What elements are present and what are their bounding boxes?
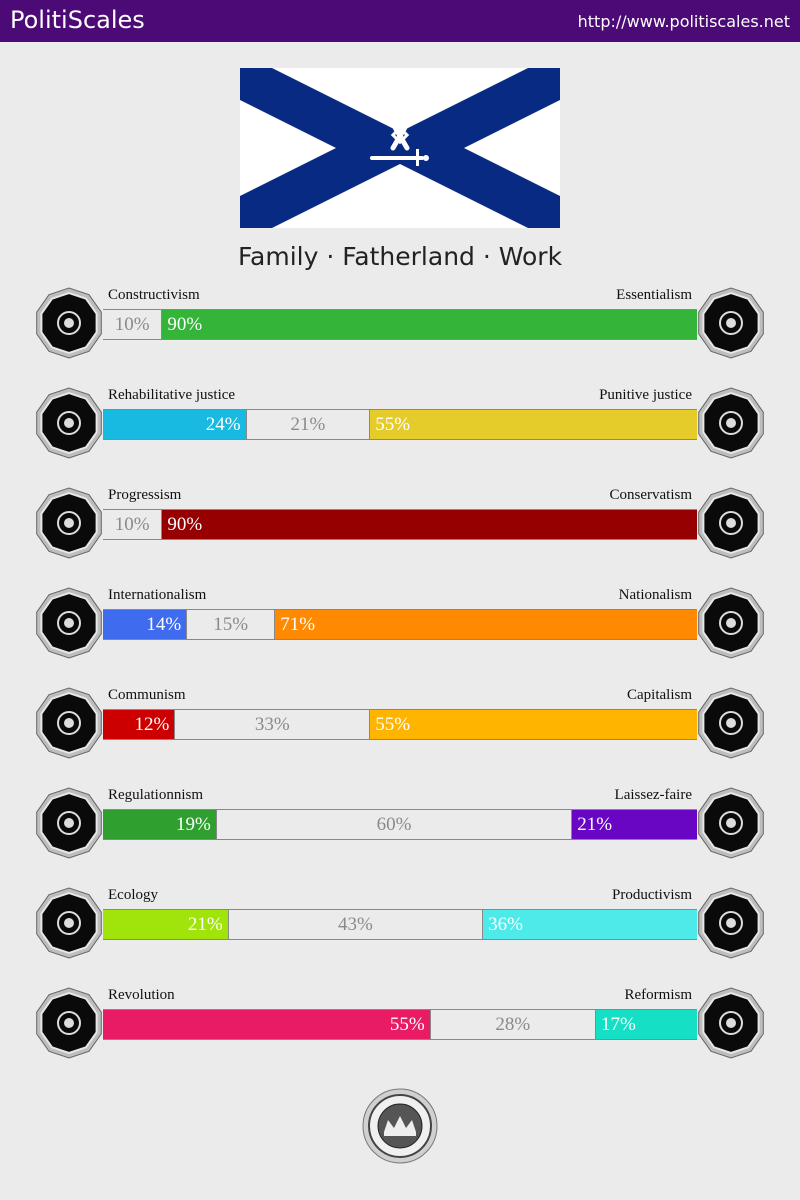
axis-bar: 12% 33% 55%	[103, 709, 697, 740]
gear-icon	[696, 887, 766, 959]
axis-left-label: Communism	[108, 687, 186, 703]
axis-row: Rehabilitative justice Punitive justice 24…	[0, 387, 800, 467]
axis-left-label: Revolution	[108, 987, 175, 1003]
bar-segment-center: 10%	[103, 310, 163, 339]
bar-segment-right: 90%	[162, 510, 697, 539]
axis-row: Constructivism Essentialism 10% 90%	[0, 287, 800, 367]
politiscales-seal-icon	[362, 1088, 438, 1164]
axis-row: Regulationnism Laissez-faire 19% 60% 21%	[0, 787, 800, 867]
hammer-sickle-icon	[34, 687, 104, 759]
bar-segment-right: 17%	[596, 1010, 697, 1039]
bar-segment-left: 24%	[103, 410, 246, 439]
festive-boat-icon	[696, 987, 766, 1059]
site-url[interactable]: http://www.politiscales.net	[577, 12, 790, 31]
axis-left-label: Rehabilitative justice	[108, 387, 236, 403]
axis-right-label: Nationalism	[618, 587, 692, 603]
bar-segment-center: 15%	[186, 610, 276, 639]
axis-row: Progressism Conservatism 10% 90%	[0, 487, 800, 567]
rocket-icon	[34, 487, 104, 559]
saltire-flag-icon	[240, 68, 560, 228]
axis-row: Communism Capitalism 12% 33% 55%	[0, 687, 800, 767]
axis-row: Internationalism Nationalism 14% 15% 71%	[0, 587, 800, 667]
bar-segment-right: 71%	[275, 610, 697, 639]
motto: Family · Fatherland · Work	[237, 242, 563, 271]
axis-row: Ecology Productivism 21% 43% 36%	[0, 887, 800, 967]
prison-bars-icon	[696, 387, 766, 459]
bar-segment-center: 10%	[103, 510, 163, 539]
bar-segment-left: 19%	[103, 810, 216, 839]
axis-left-label: Internationalism	[108, 587, 207, 603]
axis-bar: 10% 90%	[103, 509, 697, 540]
axis-left-label: Ecology	[108, 887, 158, 903]
axis-bar: 19% 60% 21%	[103, 809, 697, 840]
axis-bar: 10% 90%	[103, 309, 697, 340]
axis-right-label: Capitalism	[627, 687, 692, 703]
flag-icon	[696, 587, 766, 659]
globe-laurel-icon	[34, 587, 104, 659]
eye-icon	[34, 287, 104, 359]
bar-segment-right: 90%	[162, 310, 697, 339]
axis-right-label: Reformism	[624, 987, 693, 1003]
bar-segment-left: 21%	[103, 910, 228, 939]
axis-right-label: Essentialism	[616, 287, 692, 303]
axis-left-label: Progressism	[108, 487, 182, 503]
axis-row: Revolution Reformism 55% 28% 17%	[0, 987, 800, 1067]
bar-segment-right: 55%	[370, 410, 697, 439]
bar-segment-left: 12%	[103, 710, 175, 739]
axis-bar: 24% 21% 55%	[103, 409, 697, 440]
bar-segment-right: 36%	[483, 910, 697, 939]
axis-right-label: Punitive justice	[599, 387, 692, 403]
axis-right-label: Productivism	[611, 887, 692, 903]
axis-left-label: Constructivism	[108, 287, 200, 303]
header-bar: PolitiScales http://www.politiscales.net	[0, 0, 800, 42]
handshake-icon	[34, 387, 104, 459]
bar-segment-right: 55%	[370, 710, 697, 739]
axis-bar: 21% 43% 36%	[103, 909, 697, 940]
flower-icon	[696, 287, 766, 359]
flag-image	[240, 68, 560, 228]
torch-fist-icon	[34, 987, 104, 1059]
bar-segment-center: 43%	[227, 910, 484, 939]
axis-left-label: Regulationnism	[108, 787, 203, 803]
axis-bar: 55% 28% 17%	[103, 1009, 697, 1040]
quill-icon	[696, 487, 766, 559]
bar-segment-center: 33%	[174, 710, 371, 739]
bar-segment-center: 28%	[429, 1010, 596, 1039]
bar-segment-center: 60%	[215, 810, 573, 839]
sprout-icon	[34, 887, 104, 959]
ruler-compass-icon	[34, 787, 104, 859]
axis-bar: 14% 15% 71%	[103, 609, 697, 640]
butterfly-icon	[696, 787, 766, 859]
axis-right-label: Conservatism	[609, 487, 693, 503]
money-bag-icon	[696, 687, 766, 759]
brand-title[interactable]: PolitiScales	[10, 6, 145, 34]
axis-right-label: Laissez-faire	[614, 787, 692, 803]
bar-segment-left: 55%	[103, 1010, 430, 1039]
bar-segment-left: 14%	[103, 610, 187, 639]
bar-segment-right: 21%	[572, 810, 697, 839]
bar-segment-center: 21%	[245, 410, 371, 439]
